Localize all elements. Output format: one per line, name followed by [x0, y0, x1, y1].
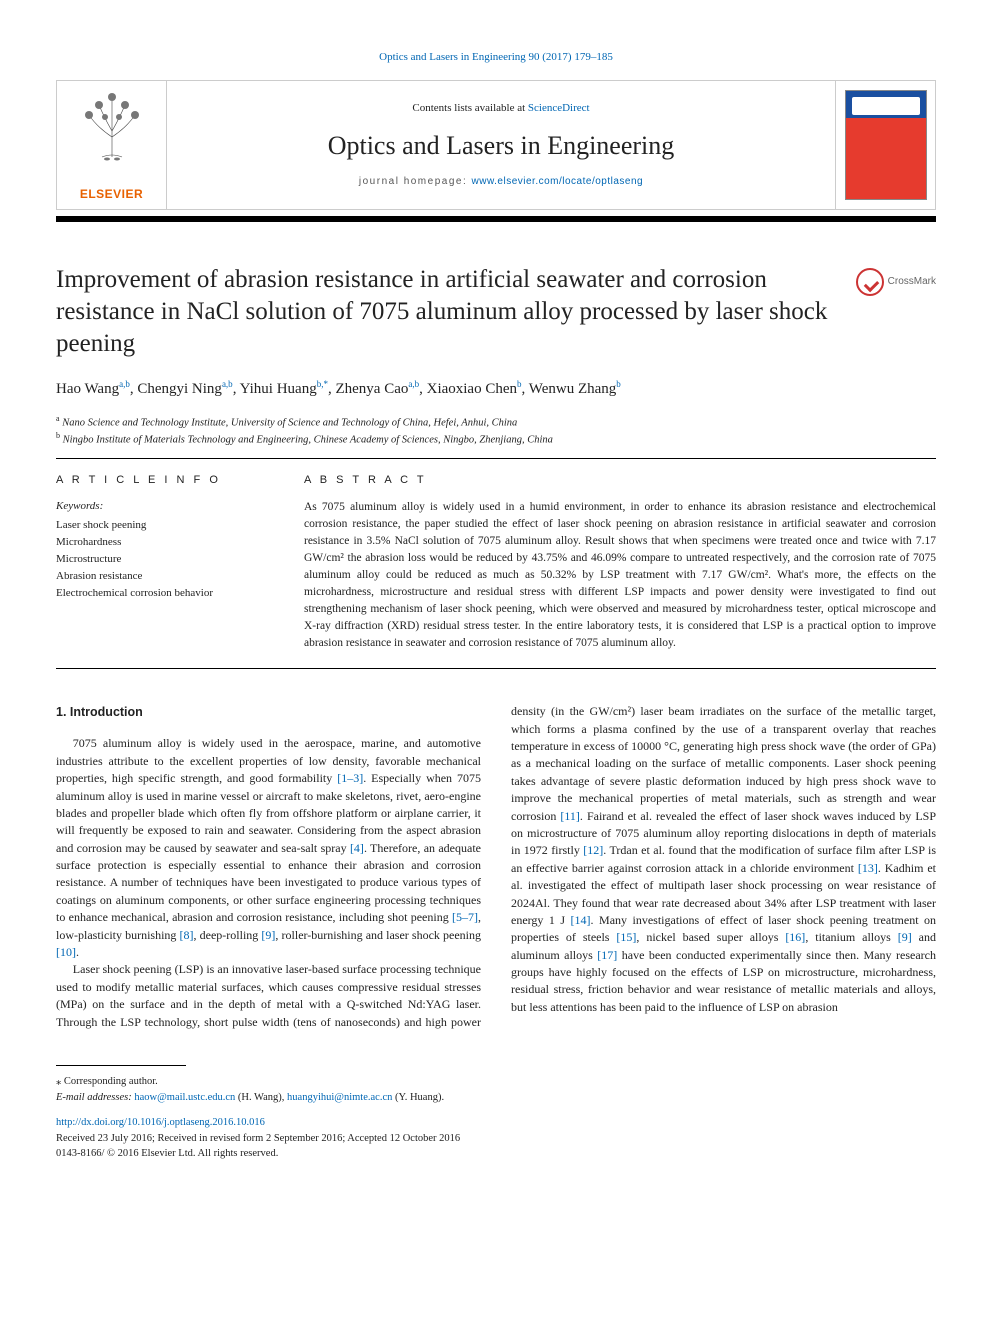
cite-15[interactable]: [15] [616, 930, 636, 944]
footnotes: ⁎ Corresponding author. E-mail addresses… [56, 1074, 936, 1106]
cite-8[interactable]: [8] [180, 928, 194, 942]
keyword: Microhardness [56, 534, 274, 551]
cite-16[interactable]: [16] [785, 930, 805, 944]
abstract-column: A B S T R A C T As 7075 aluminum alloy i… [304, 473, 936, 652]
cite-11[interactable]: [11] [560, 809, 580, 823]
cite-13[interactable]: [13] [858, 861, 878, 875]
doi-link[interactable]: http://dx.doi.org/10.1016/j.optlaseng.20… [56, 1117, 265, 1128]
publisher-cell: ELSEVIER [57, 81, 167, 209]
affiliation-b: b Ningbo Institute of Materials Technolo… [56, 430, 936, 448]
homepage-prefix: journal homepage: [359, 176, 472, 187]
keyword: Laser shock peening [56, 517, 274, 534]
sciencedirect-link[interactable]: ScienceDirect [528, 102, 590, 114]
publisher-name: ELSEVIER [80, 186, 143, 203]
cite-9[interactable]: [9] [261, 928, 275, 942]
crossmark-widget[interactable]: CrossMark [856, 264, 936, 296]
homepage-link[interactable]: www.elsevier.com/locate/optlaseng [472, 176, 644, 187]
section-heading-intro: 1. Introduction [56, 703, 481, 721]
article-title: Improvement of abrasion resistance in ar… [56, 264, 840, 360]
authors: Hao Wanga,b, Chengyi Ninga,b, Yihui Huan… [56, 378, 936, 401]
homepage-line: journal homepage: www.elsevier.com/locat… [359, 175, 643, 190]
keywords-label: Keywords: [56, 499, 274, 515]
corresponding-author-note: ⁎ Corresponding author. [56, 1074, 936, 1090]
citation-link[interactable]: Optics and Lasers in Engineering 90 (201… [379, 51, 613, 63]
rule-top [56, 458, 936, 459]
header-rule [56, 216, 936, 222]
rule-bottom [56, 668, 936, 669]
email-link-1[interactable]: haow@mail.ustc.edu.cn [134, 1092, 235, 1103]
article-info-column: A R T I C L E I N F O Keywords: Laser sh… [56, 473, 274, 652]
intro-paragraph-1: 7075 aluminum alloy is widely used in th… [56, 735, 481, 961]
article-history: Received 23 July 2016; Received in revis… [56, 1131, 936, 1146]
keyword: Abrasion resistance [56, 568, 274, 585]
cite-9b[interactable]: [9] [898, 930, 912, 944]
crossmark-label: CrossMark [888, 275, 936, 290]
cite-14[interactable]: [14] [571, 913, 591, 927]
doi-line: http://dx.doi.org/10.1016/j.optlaseng.20… [56, 1115, 936, 1130]
keywords-list: Laser shock peening Microhardness Micros… [56, 517, 274, 602]
journal-header-band: ELSEVIER Contents lists available at Sci… [56, 80, 936, 210]
citation-header: Optics and Lasers in Engineering 90 (201… [56, 50, 936, 66]
footnote-rule [56, 1065, 186, 1066]
cite-12[interactable]: [12] [583, 843, 603, 857]
cite-5-7[interactable]: [5–7] [452, 910, 478, 924]
article-info-heading: A R T I C L E I N F O [56, 473, 274, 489]
cite-4[interactable]: [4] [350, 841, 364, 855]
journal-name: Optics and Lasers in Engineering [328, 127, 675, 165]
journal-cover-thumb [845, 90, 927, 200]
abstract-text: As 7075 aluminum alloy is widely used in… [304, 499, 936, 652]
crossmark-icon [856, 268, 884, 296]
abstract-heading: A B S T R A C T [304, 473, 936, 489]
keyword: Electrochemical corrosion behavior [56, 585, 274, 602]
affiliations: a Nano Science and Technology Institute,… [56, 413, 936, 448]
header-center: Contents lists available at ScienceDirec… [167, 81, 835, 209]
affiliation-a: a Nano Science and Technology Institute,… [56, 413, 936, 431]
cover-cell [835, 81, 935, 209]
cite-10[interactable]: [10] [56, 945, 76, 959]
email-line: E-mail addresses: haow@mail.ustc.edu.cn … [56, 1090, 936, 1106]
contents-prefix: Contents lists available at [412, 102, 527, 114]
cite-17[interactable]: [17] [597, 948, 617, 962]
elsevier-tree-icon [77, 87, 147, 165]
keyword: Microstructure [56, 551, 274, 568]
body-columns: 1. Introduction 7075 aluminum alloy is w… [56, 703, 936, 1031]
cite-1-3[interactable]: [1–3] [337, 771, 363, 785]
email-link-2[interactable]: huangyihui@nimte.ac.cn [287, 1092, 392, 1103]
copyright: 0143-8166/ © 2016 Elsevier Ltd. All righ… [56, 1146, 936, 1161]
contents-line: Contents lists available at ScienceDirec… [412, 101, 589, 117]
